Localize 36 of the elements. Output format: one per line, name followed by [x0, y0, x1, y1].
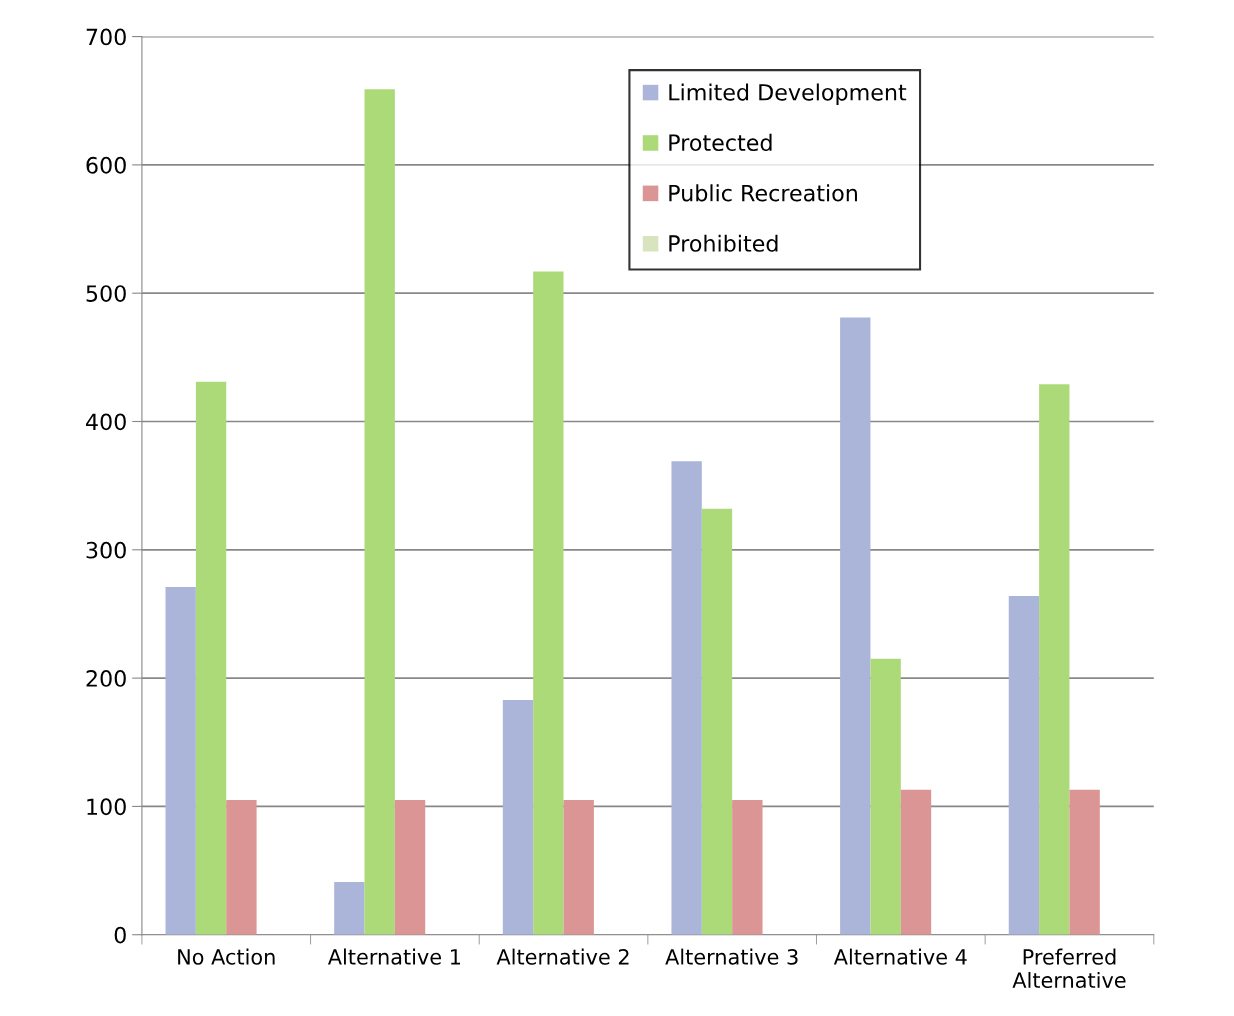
x-tick-label: No Action: [178, 948, 275, 965]
bar: [563, 800, 594, 935]
bar: [671, 461, 702, 935]
legend-label: Prohibited: [669, 234, 778, 252]
x-tick-label: Alternative 4: [833, 948, 967, 965]
y-tick-label: 600: [86, 156, 126, 174]
bar: [533, 271, 564, 935]
bar: [840, 317, 871, 935]
bar: [732, 800, 763, 935]
bar: [1069, 789, 1100, 935]
bar: [1008, 595, 1040, 935]
x-tick-label: Alternative 1: [327, 948, 461, 965]
bar: [195, 381, 227, 935]
y-tick-label: 0: [114, 926, 126, 944]
y-tick-label: 300: [86, 541, 126, 559]
bar: [1039, 384, 1070, 935]
bar: [870, 658, 901, 935]
x-tick-label: Alternative 2: [496, 948, 629, 965]
bar: [165, 587, 196, 935]
x-tick-label: Preferred Alternative: [1012, 948, 1126, 989]
y-tick-label: 400: [86, 413, 126, 431]
y-tick-label: 700: [86, 28, 126, 46]
y-tick-label: 100: [87, 798, 126, 816]
x-tick-label: Alternative 3: [665, 948, 798, 965]
bar: [226, 800, 257, 935]
legend-label: Limited Development: [669, 83, 907, 105]
legend-label: Protected: [669, 133, 772, 152]
bar: [364, 89, 395, 935]
legend-label: Public Recreation: [669, 184, 857, 202]
bar: [502, 699, 534, 935]
bar: [701, 508, 733, 935]
bar: [900, 789, 932, 935]
y-tick-label: 500: [86, 285, 126, 302]
y-tick-label: 200: [86, 670, 126, 687]
bar: [334, 882, 365, 935]
bar: [394, 800, 426, 935]
